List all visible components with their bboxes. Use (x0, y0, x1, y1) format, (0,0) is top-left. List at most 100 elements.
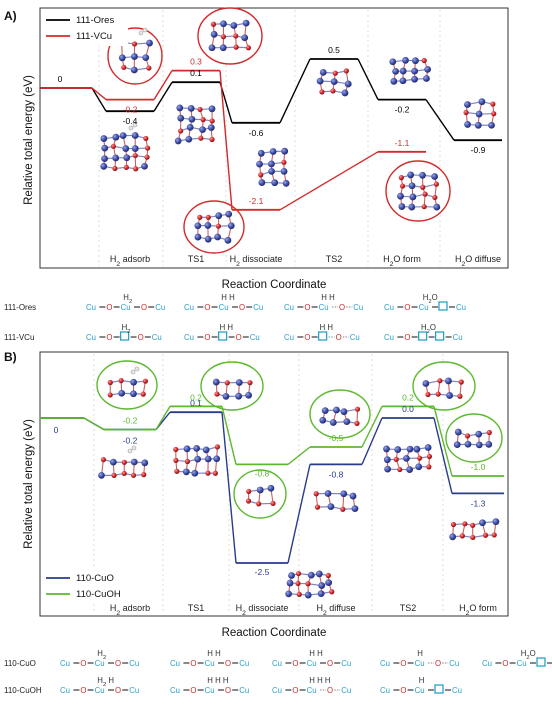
panel-a-y-axis-title: Relative total energy (eV) (23, 75, 35, 205)
panel-a-series (40, 58, 502, 211)
molecule-cluster (313, 490, 359, 513)
molecule-cluster (463, 98, 497, 129)
svg-text:H: H (419, 676, 425, 685)
value-label: -0.5 (329, 433, 344, 443)
svg-text:Cu: Cu (307, 686, 317, 695)
svg-text:H H: H H (220, 323, 233, 332)
panel-a-x-axis-title: Reaction Coordinate (222, 279, 327, 291)
vcu-h2o-form-highlight (385, 160, 451, 222)
svg-text:Cu: Cu (155, 303, 165, 312)
svg-text:O: O (115, 686, 121, 695)
svg-text:O: O (339, 303, 345, 312)
panel-b-value-labels: 0 -0.2 0.1 -2.5 -0.8 0.0 -1.3 -0.2 0.2 -0.8 -0.5 0.… (54, 392, 486, 577)
x-tick-label: H2 diffuse (316, 603, 355, 617)
cuoh-ts1-highlight (200, 361, 264, 411)
svg-text:H: H (417, 649, 423, 658)
panel-b-x-axis-title: Reaction Coordinate (222, 627, 327, 639)
value-label: 0.2 (190, 392, 202, 402)
legend-label-111-vcu: 111-VCu (76, 31, 112, 42)
svg-text:O: O (327, 659, 333, 668)
molecule-cluster (453, 428, 493, 449)
svg-text:H H: H H (221, 293, 234, 302)
bond-chain: Cu O Cu O CuH H H (170, 676, 249, 695)
svg-text:H2: H2 (123, 293, 132, 305)
svg-text:Cu: Cu (415, 686, 425, 695)
svg-text:Cu: Cu (380, 686, 390, 695)
svg-text:H H H: H H H (309, 676, 330, 685)
svg-text:O: O (304, 333, 310, 342)
svg-text:H H: H H (309, 649, 322, 658)
connector (433, 417, 453, 494)
svg-text:O: O (435, 659, 441, 668)
panel-b-y-axis-title: Relative total energy (eV) (23, 419, 35, 549)
panel-b-label: B) (4, 350, 17, 364)
svg-text:Cu: Cu (184, 333, 194, 342)
svg-text:H H H: H H H (207, 676, 228, 685)
svg-text:O: O (304, 303, 310, 312)
value-label: -0.2 (123, 416, 138, 426)
svg-text:H H: H H (321, 293, 334, 302)
molecule-cluster (422, 377, 464, 399)
series-110-cuoh (40, 405, 504, 477)
x-tick-label: H2O form (459, 603, 497, 617)
svg-text:O: O (204, 303, 210, 312)
molecule-cluster (316, 68, 352, 97)
svg-text:Cu: Cu (272, 686, 282, 695)
legend-label-110-cuo: 110-CuO (76, 573, 114, 584)
molecule-cluster (397, 171, 441, 211)
cuoh-ts2-highlight (412, 361, 476, 411)
svg-text:O: O (115, 659, 121, 668)
value-label: 0.1 (190, 68, 202, 78)
bond-chain: Cu O Cu O CuH (380, 649, 459, 668)
molecule-cluster (319, 406, 361, 426)
value-label: 0.1 (190, 398, 202, 408)
bond-chain: Cu O Cu O CuH H (284, 293, 363, 312)
svg-text:H H: H H (320, 323, 333, 332)
svg-text:Cu: Cu (219, 303, 229, 312)
schematic-row-name: 111-Ores (4, 303, 36, 312)
svg-text:H H: H H (207, 649, 220, 658)
svg-text:O: O (106, 303, 112, 312)
value-label: 0 (58, 74, 63, 84)
svg-text:O: O (400, 686, 406, 695)
value-label: 0.5 (328, 45, 340, 55)
connector (287, 446, 311, 465)
schematic-row-name: 110-CuOH (4, 686, 42, 695)
svg-text:Cu: Cu (384, 333, 394, 342)
molecule-cluster (107, 366, 149, 398)
svg-text:Cu: Cu (86, 333, 96, 342)
value-label: 0.3 (190, 57, 202, 67)
svg-text:O: O (204, 333, 210, 342)
x-tick-label: H2O form (383, 254, 421, 268)
x-tick-label: H2 dissociate (230, 254, 283, 268)
svg-text:Cu: Cu (353, 303, 363, 312)
value-label: -2.1 (249, 196, 264, 206)
svg-text:O: O (138, 333, 144, 342)
svg-text:Cu: Cu (239, 686, 249, 695)
panel-b-frame (39, 351, 509, 617)
bond-chain: Cu O Cu O CuH H (184, 293, 263, 312)
svg-text:O: O (236, 333, 242, 342)
value-label: 0.0 (402, 404, 414, 414)
schematic-row-name: 110-CuO (4, 659, 36, 668)
svg-text:Cu: Cu (456, 303, 466, 312)
svg-text:Cu: Cu (152, 333, 162, 342)
svg-text:Cu: Cu (205, 686, 215, 695)
molecule-cluster (98, 445, 149, 479)
svg-text:Cu: Cu (350, 333, 360, 342)
svg-text:Cu: Cu (250, 333, 260, 342)
value-label: 0 (54, 425, 59, 435)
svg-text:O: O (239, 303, 245, 312)
molecule-cluster (212, 378, 253, 400)
connector (361, 406, 383, 448)
svg-text:Cu: Cu (60, 686, 70, 695)
connector (153, 70, 173, 100)
molecule-cluster (194, 210, 235, 244)
svg-text:O: O (292, 686, 298, 695)
connector (155, 406, 171, 430)
svg-text:Cu: Cu (121, 303, 131, 312)
svg-text:Cu: Cu (319, 303, 329, 312)
value-label: 0.2 (402, 392, 414, 402)
